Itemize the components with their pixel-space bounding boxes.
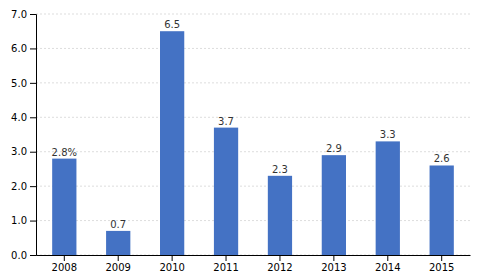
y-tick: 6.0 [11, 43, 36, 54]
x-tick: 2008 [52, 255, 77, 273]
y-tick-label: 4.0 [11, 112, 27, 123]
bar [268, 176, 292, 255]
x-tick-label: 2013 [321, 262, 346, 273]
y-tick-mark [30, 152, 36, 153]
bar [376, 141, 400, 255]
data-label: 6.5 [164, 19, 180, 30]
y-tick-label: 3.0 [11, 146, 27, 157]
y-tick-label: 0.0 [11, 250, 27, 261]
x-axis-line [37, 255, 471, 256]
grid-line [36, 186, 470, 187]
x-tick-mark [333, 255, 334, 261]
y-tick: 7.0 [11, 9, 36, 20]
data-label: 0.7 [110, 219, 126, 230]
bar [160, 31, 184, 255]
grid-line [36, 14, 470, 15]
x-tick-mark [226, 255, 227, 261]
y-tick: 1.0 [11, 215, 36, 226]
bar [214, 128, 238, 255]
y-axis-line [30, 15, 37, 256]
data-label: 3.3 [380, 129, 396, 140]
y-tick: 3.0 [11, 146, 36, 157]
y-tick-label: 7.0 [11, 9, 27, 20]
x-tick: 2012 [267, 255, 292, 273]
y-tick-label: 2.0 [11, 181, 27, 192]
x-tick-mark [64, 255, 65, 261]
grid [36, 14, 470, 255]
x-tick-mark [118, 255, 119, 261]
x-tick-mark [279, 255, 280, 261]
chart: 0.0 1.0 2.0 3.0 4.0 5.0 6.0 7.0 2008 2009 2010 2011… [0, 0, 482, 279]
y-tick-mark [30, 255, 36, 256]
plot: 0.0 1.0 2.0 3.0 4.0 5.0 6.0 7.0 2008 2009 2010 2011… [11, 9, 470, 273]
y-axis: 0.0 1.0 2.0 3.0 4.0 5.0 6.0 7.0 [11, 9, 36, 261]
x-tick: 2015 [429, 255, 454, 273]
y-tick: 0.0 [11, 250, 36, 261]
x-tick-mark [441, 255, 442, 261]
x-tick-label: 2010 [159, 262, 184, 273]
x-tick: 2011 [213, 255, 238, 273]
x-tick-label: 2014 [375, 262, 400, 273]
x-tick-label: 2008 [52, 262, 77, 273]
x-axis: 2008 2009 2010 2011 2012 2013 2014 2015 [37, 255, 471, 273]
bars [52, 31, 454, 255]
grid-line [36, 48, 470, 49]
data-label: 3.7 [218, 116, 234, 127]
y-tick: 5.0 [11, 78, 36, 89]
x-tick: 2013 [321, 255, 346, 273]
x-tick-label: 2009 [105, 262, 130, 273]
data-label: 2.3 [272, 164, 288, 175]
grid-line [36, 151, 470, 152]
y-tick-mark [30, 83, 36, 84]
y-tick-mark [30, 221, 36, 222]
y-tick-mark [30, 117, 36, 118]
x-tick-label: 2012 [267, 262, 292, 273]
data-label: 2.8% [52, 147, 77, 158]
y-tick-mark [30, 14, 36, 15]
x-tick-mark [172, 255, 173, 261]
data-labels: 2.8% 0.7 6.5 3.7 2.3 2.9 3.3 2.6 [52, 19, 450, 230]
grid-line [36, 255, 470, 256]
x-tick-mark [387, 255, 388, 261]
y-tick-label: 1.0 [11, 215, 27, 226]
grid-line [36, 117, 470, 118]
data-label: 2.9 [326, 143, 342, 154]
grid-line [36, 82, 470, 83]
x-tick-label: 2015 [429, 262, 454, 273]
y-tick-mark [30, 48, 36, 49]
y-tick-label: 6.0 [11, 43, 27, 54]
x-tick: 2014 [375, 255, 400, 273]
x-tick: 2009 [105, 255, 130, 273]
bar [322, 155, 346, 255]
grid-line [36, 220, 470, 221]
y-tick: 4.0 [11, 112, 36, 123]
data-label: 2.6 [434, 153, 450, 164]
x-tick-label: 2011 [213, 262, 238, 273]
bar [430, 165, 454, 255]
y-tick-label: 5.0 [11, 78, 27, 89]
y-tick-mark [30, 186, 36, 187]
y-tick: 2.0 [11, 181, 36, 192]
bar [106, 231, 130, 255]
bar [52, 159, 76, 255]
x-tick: 2010 [159, 255, 184, 273]
